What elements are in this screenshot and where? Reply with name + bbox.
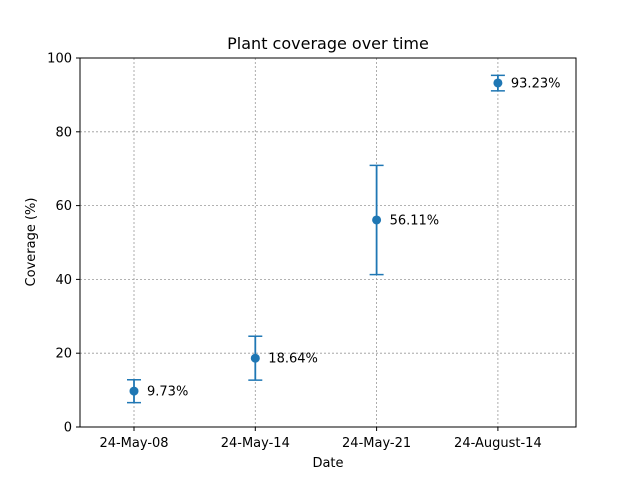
x-tick-label: 24-May-14 <box>221 436 290 451</box>
y-tick-label: 40 <box>55 273 72 288</box>
data-label: 93.23% <box>511 76 561 91</box>
data-point <box>493 78 503 88</box>
data-point <box>250 353 260 363</box>
data-label: 9.73% <box>147 385 188 400</box>
x-axis-label: Date <box>312 456 343 471</box>
data-label: 18.64% <box>268 352 318 367</box>
plot-frame <box>79 57 577 428</box>
data-label: 56.11% <box>390 213 440 228</box>
x-tick-label: 24-May-08 <box>99 436 168 451</box>
y-tick-label: 100 <box>47 52 72 67</box>
y-tick-label: 20 <box>55 347 72 362</box>
chart-title: Plant coverage over time <box>227 34 429 53</box>
x-tick-label: 24-August-14 <box>454 436 542 451</box>
axis-ticks: 0 20 40 60 80 100 24-May-08 24-May-14 24-May-21 2… <box>47 52 542 452</box>
y-tick-label: 60 <box>55 199 72 214</box>
y-tick-label: 80 <box>55 125 72 140</box>
grid <box>80 57 576 428</box>
y-tick-label: 0 <box>64 421 72 436</box>
data-point <box>129 386 139 396</box>
data-marks: 9.73% 18.64% 56.11% 93.23% <box>127 74 561 404</box>
x-tick-label: 24-May-21 <box>342 436 411 451</box>
data-point <box>372 215 382 225</box>
y-axis-label: Coverage (%) <box>24 198 39 287</box>
